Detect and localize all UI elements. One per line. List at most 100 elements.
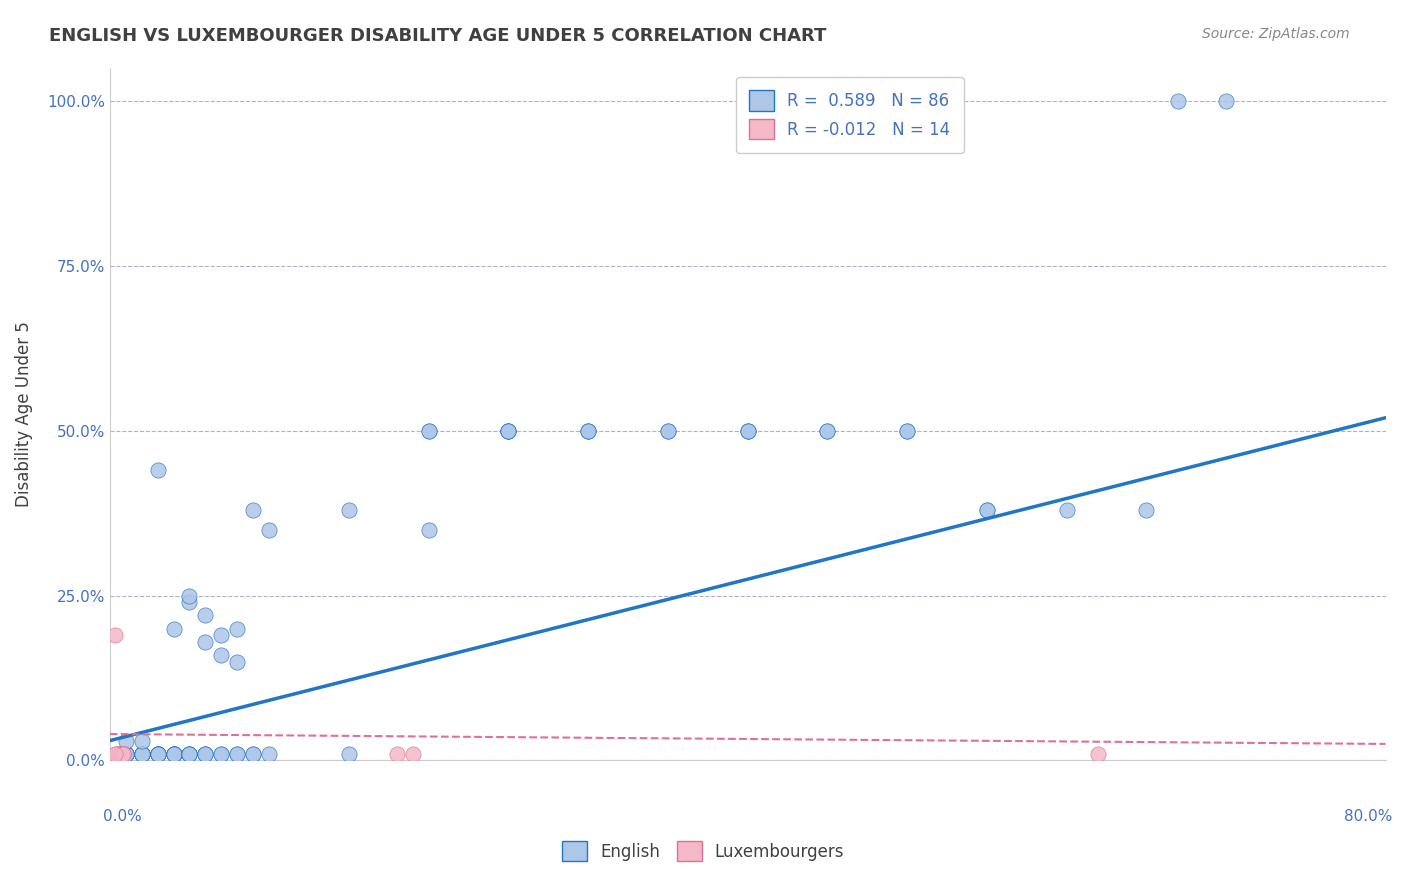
Point: [146, 747, 169, 761]
Point: [242, 503, 264, 517]
Text: 0.0%: 0.0%: [104, 809, 142, 824]
Point: [194, 747, 217, 761]
Point: [111, 747, 134, 761]
Point: [131, 747, 153, 761]
Point: [111, 747, 134, 761]
Point: [226, 622, 249, 636]
Point: [226, 747, 249, 761]
Point: [815, 424, 838, 438]
Point: [179, 589, 201, 603]
Point: [737, 424, 759, 438]
Point: [146, 747, 169, 761]
Point: [337, 503, 360, 517]
Y-axis label: Disability Age Under 5: Disability Age Under 5: [15, 321, 32, 508]
Point: [896, 424, 918, 438]
Point: [1167, 95, 1189, 109]
Point: [162, 747, 184, 761]
Point: [131, 747, 153, 761]
Point: [114, 747, 136, 761]
Point: [896, 424, 918, 438]
Point: [131, 747, 153, 761]
Point: [103, 747, 125, 761]
Point: [131, 733, 153, 747]
Point: [1056, 503, 1078, 517]
Point: [657, 424, 679, 438]
Point: [209, 747, 232, 761]
Point: [1087, 747, 1109, 761]
Point: [146, 747, 169, 761]
Point: [108, 747, 131, 761]
Point: [976, 503, 998, 517]
Point: [418, 523, 440, 537]
Point: [110, 747, 132, 761]
Point: [114, 747, 136, 761]
Point: [162, 747, 184, 761]
Point: [111, 747, 134, 761]
Point: [131, 747, 153, 761]
Point: [131, 747, 153, 761]
Point: [107, 747, 129, 761]
Point: [146, 747, 169, 761]
Point: [498, 424, 520, 438]
Point: [498, 424, 520, 438]
Point: [131, 747, 153, 761]
Point: [146, 747, 169, 761]
Point: [162, 747, 184, 761]
Point: [114, 747, 136, 761]
Point: [114, 747, 136, 761]
Point: [257, 747, 280, 761]
Point: [815, 424, 838, 438]
Point: [418, 424, 440, 438]
Legend: English, Luxembourgers: English, Luxembourgers: [548, 828, 858, 875]
Point: [385, 747, 408, 761]
Point: [194, 608, 217, 623]
Text: ENGLISH VS LUXEMBOURGER DISABILITY AGE UNDER 5 CORRELATION CHART: ENGLISH VS LUXEMBOURGER DISABILITY AGE U…: [49, 27, 827, 45]
Point: [162, 747, 184, 761]
Point: [162, 747, 184, 761]
Point: [131, 747, 153, 761]
Point: [146, 463, 169, 477]
Point: [737, 424, 759, 438]
Point: [498, 424, 520, 438]
Point: [1215, 95, 1237, 109]
Point: [105, 747, 128, 761]
Point: [179, 747, 201, 761]
Point: [242, 747, 264, 761]
Point: [1135, 503, 1157, 517]
Text: 80.0%: 80.0%: [1344, 809, 1392, 824]
Point: [103, 628, 125, 642]
Point: [209, 628, 232, 642]
Point: [114, 747, 136, 761]
Point: [114, 733, 136, 747]
Point: [131, 747, 153, 761]
Point: [162, 747, 184, 761]
Point: [110, 747, 132, 761]
Point: [576, 424, 599, 438]
Point: [257, 523, 280, 537]
Point: [162, 622, 184, 636]
Point: [657, 424, 679, 438]
Legend: R =  0.589   N = 86, R = -0.012   N = 14: R = 0.589 N = 86, R = -0.012 N = 14: [735, 77, 963, 153]
Point: [179, 595, 201, 609]
Text: Source: ZipAtlas.com: Source: ZipAtlas.com: [1202, 27, 1350, 41]
Point: [146, 747, 169, 761]
Point: [114, 747, 136, 761]
Point: [114, 747, 136, 761]
Point: [209, 648, 232, 662]
Point: [402, 747, 425, 761]
Point: [194, 634, 217, 648]
Point: [576, 424, 599, 438]
Point: [194, 747, 217, 761]
Point: [179, 747, 201, 761]
Point: [179, 747, 201, 761]
Point: [226, 747, 249, 761]
Point: [114, 747, 136, 761]
Point: [194, 747, 217, 761]
Point: [498, 424, 520, 438]
Point: [209, 747, 232, 761]
Point: [418, 424, 440, 438]
Point: [976, 503, 998, 517]
Point: [179, 747, 201, 761]
Point: [108, 747, 131, 761]
Point: [242, 747, 264, 761]
